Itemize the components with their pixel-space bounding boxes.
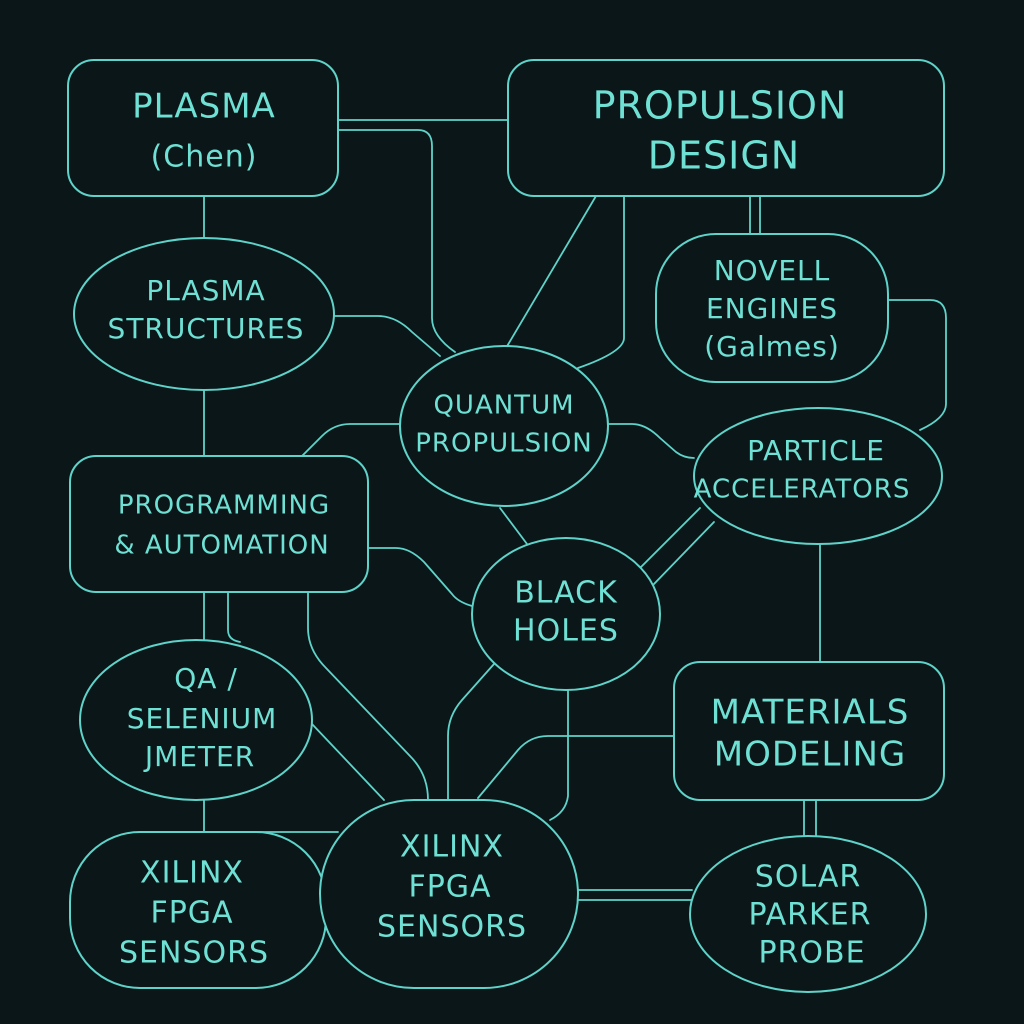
node-novell-engines-line2: ENGINES <box>706 292 838 325</box>
node-propulsion-design-line2: DESIGN <box>648 134 800 178</box>
node-quantum-propulsion-line1: QUANTUM <box>433 391 574 421</box>
edge-programming-xilinx <box>307 591 429 801</box>
node-xilinx-center: XILINX FPGA SENSORS <box>319 799 579 989</box>
node-materials-modeling-line1: MATERIALS <box>711 693 910 733</box>
node-solar-parker: SOLAR PARKER PROBE <box>689 835 927 993</box>
node-xilinx-left-line2: FPGA <box>150 896 233 931</box>
node-particle-accelerators-line1: PARTICLE <box>747 434 885 467</box>
edge-qa-xilinx <box>311 723 385 801</box>
node-plasma-chen-line2: (Chen) <box>151 140 258 175</box>
node-propulsion-design-line1: PROPULSION <box>593 84 848 128</box>
edge-programming-qa-b <box>227 591 241 643</box>
edge-structures-quantum <box>333 315 441 357</box>
node-solar-parker-line3: PROBE <box>758 936 865 971</box>
node-plasma-chen: PLASMA (Chen) <box>67 59 339 197</box>
edge-particle-blackholes-b <box>653 521 715 585</box>
node-plasma-structures-line2: STRUCTURES <box>108 312 305 345</box>
node-qa-selenium-line1: QA / <box>174 662 238 695</box>
node-xilinx-left-line1: XILINX <box>140 856 244 891</box>
node-plasma-chen-line1: PLASMA <box>132 87 276 127</box>
node-novell-engines: NOVELL ENGINES (Galmes) <box>655 233 889 383</box>
edge-materials-xilinx <box>477 735 675 799</box>
node-qa-selenium-line2: SELENIUM <box>127 702 278 735</box>
node-solar-parker-line1: SOLAR <box>755 860 861 895</box>
node-qa-selenium-line3: JMETER <box>143 740 255 773</box>
node-black-holes-line1: BLACK <box>514 576 618 611</box>
node-programming-automation: PROGRAMMING & AUTOMATION <box>69 455 369 593</box>
node-black-holes: BLACK HOLES <box>471 537 661 691</box>
node-qa-selenium: QA / SELENIUM JMETER <box>79 639 313 801</box>
node-xilinx-center-line2: FPGA <box>408 870 491 905</box>
node-particle-accelerators: PARTICLE ACCELERATORS <box>693 407 943 545</box>
edge-quantum-blackholes <box>499 507 531 549</box>
node-black-holes-line2: HOLES <box>513 614 619 649</box>
node-xilinx-center-line3: SENSORS <box>377 910 527 945</box>
edge-novell-particle <box>887 299 947 431</box>
node-materials-modeling: MATERIALS MODELING <box>673 661 945 801</box>
node-novell-engines-line1: NOVELL <box>714 254 831 287</box>
node-propulsion-design: PROPULSION DESIGN <box>507 59 945 197</box>
node-programming-automation-line2: & AUTOMATION <box>114 531 329 561</box>
edge-blackholes-xilinx-b <box>549 687 569 821</box>
edge-propulsion-quantum <box>505 195 597 349</box>
edge-quantum-particle <box>605 423 695 459</box>
node-quantum-propulsion-line2: PROPULSION <box>415 429 593 459</box>
edge-quantum-programming <box>299 423 401 459</box>
edge-propulsion-quantum-b <box>577 195 625 369</box>
node-programming-automation-line1: PROGRAMMING <box>118 491 330 521</box>
node-quantum-propulsion: QUANTUM PROPULSION <box>399 345 609 507</box>
node-xilinx-left: XILINX FPGA SENSORS <box>69 831 327 989</box>
node-plasma-structures: PLASMA STRUCTURES <box>73 237 335 391</box>
node-xilinx-left-line3: SENSORS <box>119 936 269 971</box>
node-materials-modeling-line2: MODELING <box>714 735 907 775</box>
connectors <box>203 119 947 969</box>
edge-particle-blackholes-a <box>637 507 701 571</box>
edge-plasma-quantum <box>337 129 456 353</box>
edge-blackholes-xilinx <box>447 663 495 801</box>
node-solar-parker-line2: PARKER <box>748 898 871 933</box>
edge-programming-blackholes <box>367 547 473 607</box>
node-plasma-structures-line1: PLASMA <box>146 274 265 307</box>
node-particle-accelerators-line2: ACCELERATORS <box>694 475 911 505</box>
node-xilinx-center-line1: XILINX <box>400 830 504 865</box>
node-novell-engines-line3: (Galmes) <box>704 330 840 363</box>
